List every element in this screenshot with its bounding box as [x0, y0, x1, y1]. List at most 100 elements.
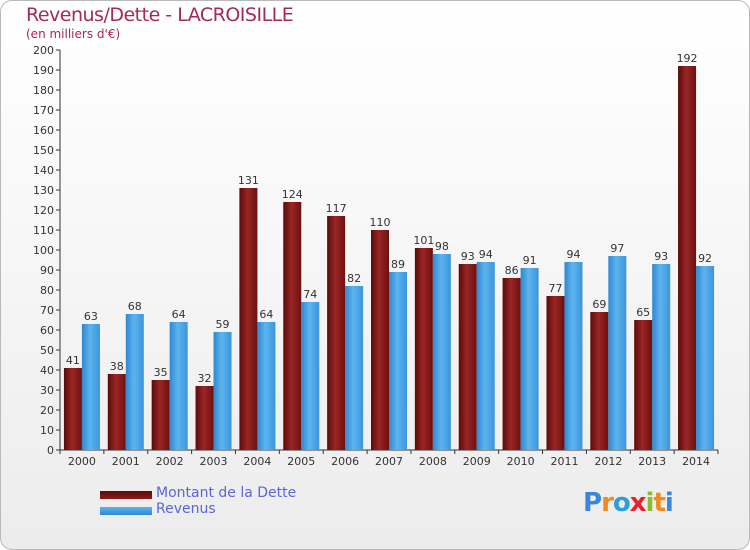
bar-revenus: [564, 262, 583, 450]
data-label-dette: 38: [110, 360, 124, 373]
y-tick-label: 40: [40, 364, 54, 377]
legend-swatch-revenus: [100, 507, 152, 515]
bar-dette: [502, 278, 521, 450]
data-label-revenus: 63: [84, 310, 98, 323]
x-tick-label: 2010: [507, 455, 535, 468]
bar-revenus: [213, 332, 232, 450]
y-tick-label: 170: [33, 104, 54, 117]
logo-letter: x: [629, 488, 647, 518]
bar-dette: [239, 188, 258, 450]
bar-revenus: [301, 302, 320, 450]
y-tick-label: 110: [33, 224, 54, 237]
data-label-dette: 192: [677, 52, 698, 65]
bar-revenus: [608, 256, 627, 450]
y-tick-label: 100: [33, 244, 54, 257]
y-tick-label: 200: [33, 44, 54, 57]
data-label-revenus: 98: [435, 240, 449, 253]
bar-revenus: [696, 266, 715, 450]
data-label-dette: 93: [461, 250, 475, 263]
bar-revenus: [125, 314, 144, 450]
data-label-dette: 35: [154, 366, 168, 379]
legend-label-dette: Montant de la Dette: [156, 485, 297, 501]
data-label-dette: 86: [505, 264, 519, 277]
bar-dette: [195, 386, 214, 450]
x-tick-label: 2012: [594, 455, 622, 468]
bar-revenus: [81, 324, 100, 450]
x-tick-label: 2000: [68, 455, 96, 468]
logo-letter: t: [653, 488, 665, 518]
bar-dette: [371, 230, 389, 450]
x-tick-label: 2001: [112, 455, 140, 468]
x-tick-label: 2009: [463, 455, 491, 468]
logo-letter: r: [601, 488, 614, 518]
data-label-dette: 77: [548, 282, 562, 295]
y-tick-label: 10: [40, 424, 54, 437]
y-tick-label: 130: [33, 184, 54, 197]
y-tick-label: 30: [40, 384, 54, 397]
bar-revenus: [520, 268, 539, 450]
data-label-revenus: 97: [610, 242, 624, 255]
bar-revenus: [389, 272, 407, 450]
proxiti-logo: Proxiti: [583, 488, 674, 518]
x-tick-label: 2003: [200, 455, 228, 468]
bar-dette: [283, 202, 302, 450]
x-tick-label: 2008: [419, 455, 447, 468]
x-tick-label: 2004: [243, 455, 271, 468]
bar-dette: [151, 380, 170, 450]
y-tick-label: 70: [40, 304, 54, 317]
data-label-dette: 69: [592, 298, 606, 311]
legend-swatch-dette: [100, 491, 152, 499]
bar-revenus: [432, 254, 451, 450]
bar-revenus: [476, 262, 495, 450]
y-tick-label: 90: [40, 264, 54, 277]
logo-letter: i: [645, 488, 655, 518]
x-tick-label: 2007: [375, 455, 403, 468]
y-tick-label: 0: [47, 444, 54, 457]
bar-revenus: [345, 286, 364, 450]
data-label-revenus: 92: [698, 252, 712, 265]
x-tick-label: 2006: [331, 455, 359, 468]
y-tick-label: 190: [33, 64, 54, 77]
data-label-dette: 101: [413, 234, 434, 247]
bar-dette: [634, 320, 653, 450]
data-label-dette: 117: [326, 202, 347, 215]
x-tick-label: 2005: [287, 455, 315, 468]
bar-dette: [63, 368, 82, 450]
data-label-revenus: 89: [391, 258, 405, 271]
data-label-revenus: 64: [259, 308, 273, 321]
bar-dette: [414, 248, 433, 450]
y-tick-label: 140: [33, 164, 54, 177]
y-tick-label: 180: [33, 84, 54, 97]
y-tick-label: 80: [40, 284, 54, 297]
data-label-dette: 32: [198, 372, 212, 385]
data-label-revenus: 74: [303, 288, 317, 301]
y-tick-label: 160: [33, 124, 54, 137]
logo-letter: o: [612, 488, 631, 518]
data-label-dette: 65: [636, 306, 650, 319]
bar-dette: [678, 66, 697, 450]
legend-label-revenus: Revenus: [156, 501, 216, 517]
logo-letter: P: [583, 488, 602, 518]
x-tick-label: 2014: [682, 455, 710, 468]
bar-dette: [590, 312, 609, 450]
bar-dette: [327, 216, 346, 450]
bar-dette: [546, 296, 565, 450]
data-label-dette: 41: [66, 354, 80, 367]
bar-revenus: [169, 322, 188, 450]
x-tick-label: 2013: [638, 455, 666, 468]
data-label-revenus: 91: [523, 254, 537, 267]
x-tick-label: 2002: [156, 455, 184, 468]
y-tick-label: 150: [33, 144, 54, 157]
data-label-revenus: 94: [566, 248, 580, 261]
bar-revenus: [652, 264, 671, 450]
x-tick-label: 2011: [550, 455, 578, 468]
y-tick-label: 120: [33, 204, 54, 217]
chart-subtitle: (en milliers d'€): [26, 27, 121, 41]
bar-dette: [458, 264, 477, 450]
y-tick-label: 50: [40, 344, 54, 357]
data-label-revenus: 82: [347, 272, 361, 285]
data-label-revenus: 59: [216, 318, 230, 331]
logo-letter: i: [664, 488, 674, 518]
chart-title: Revenus/Dette - LACROISILLE: [26, 4, 294, 26]
